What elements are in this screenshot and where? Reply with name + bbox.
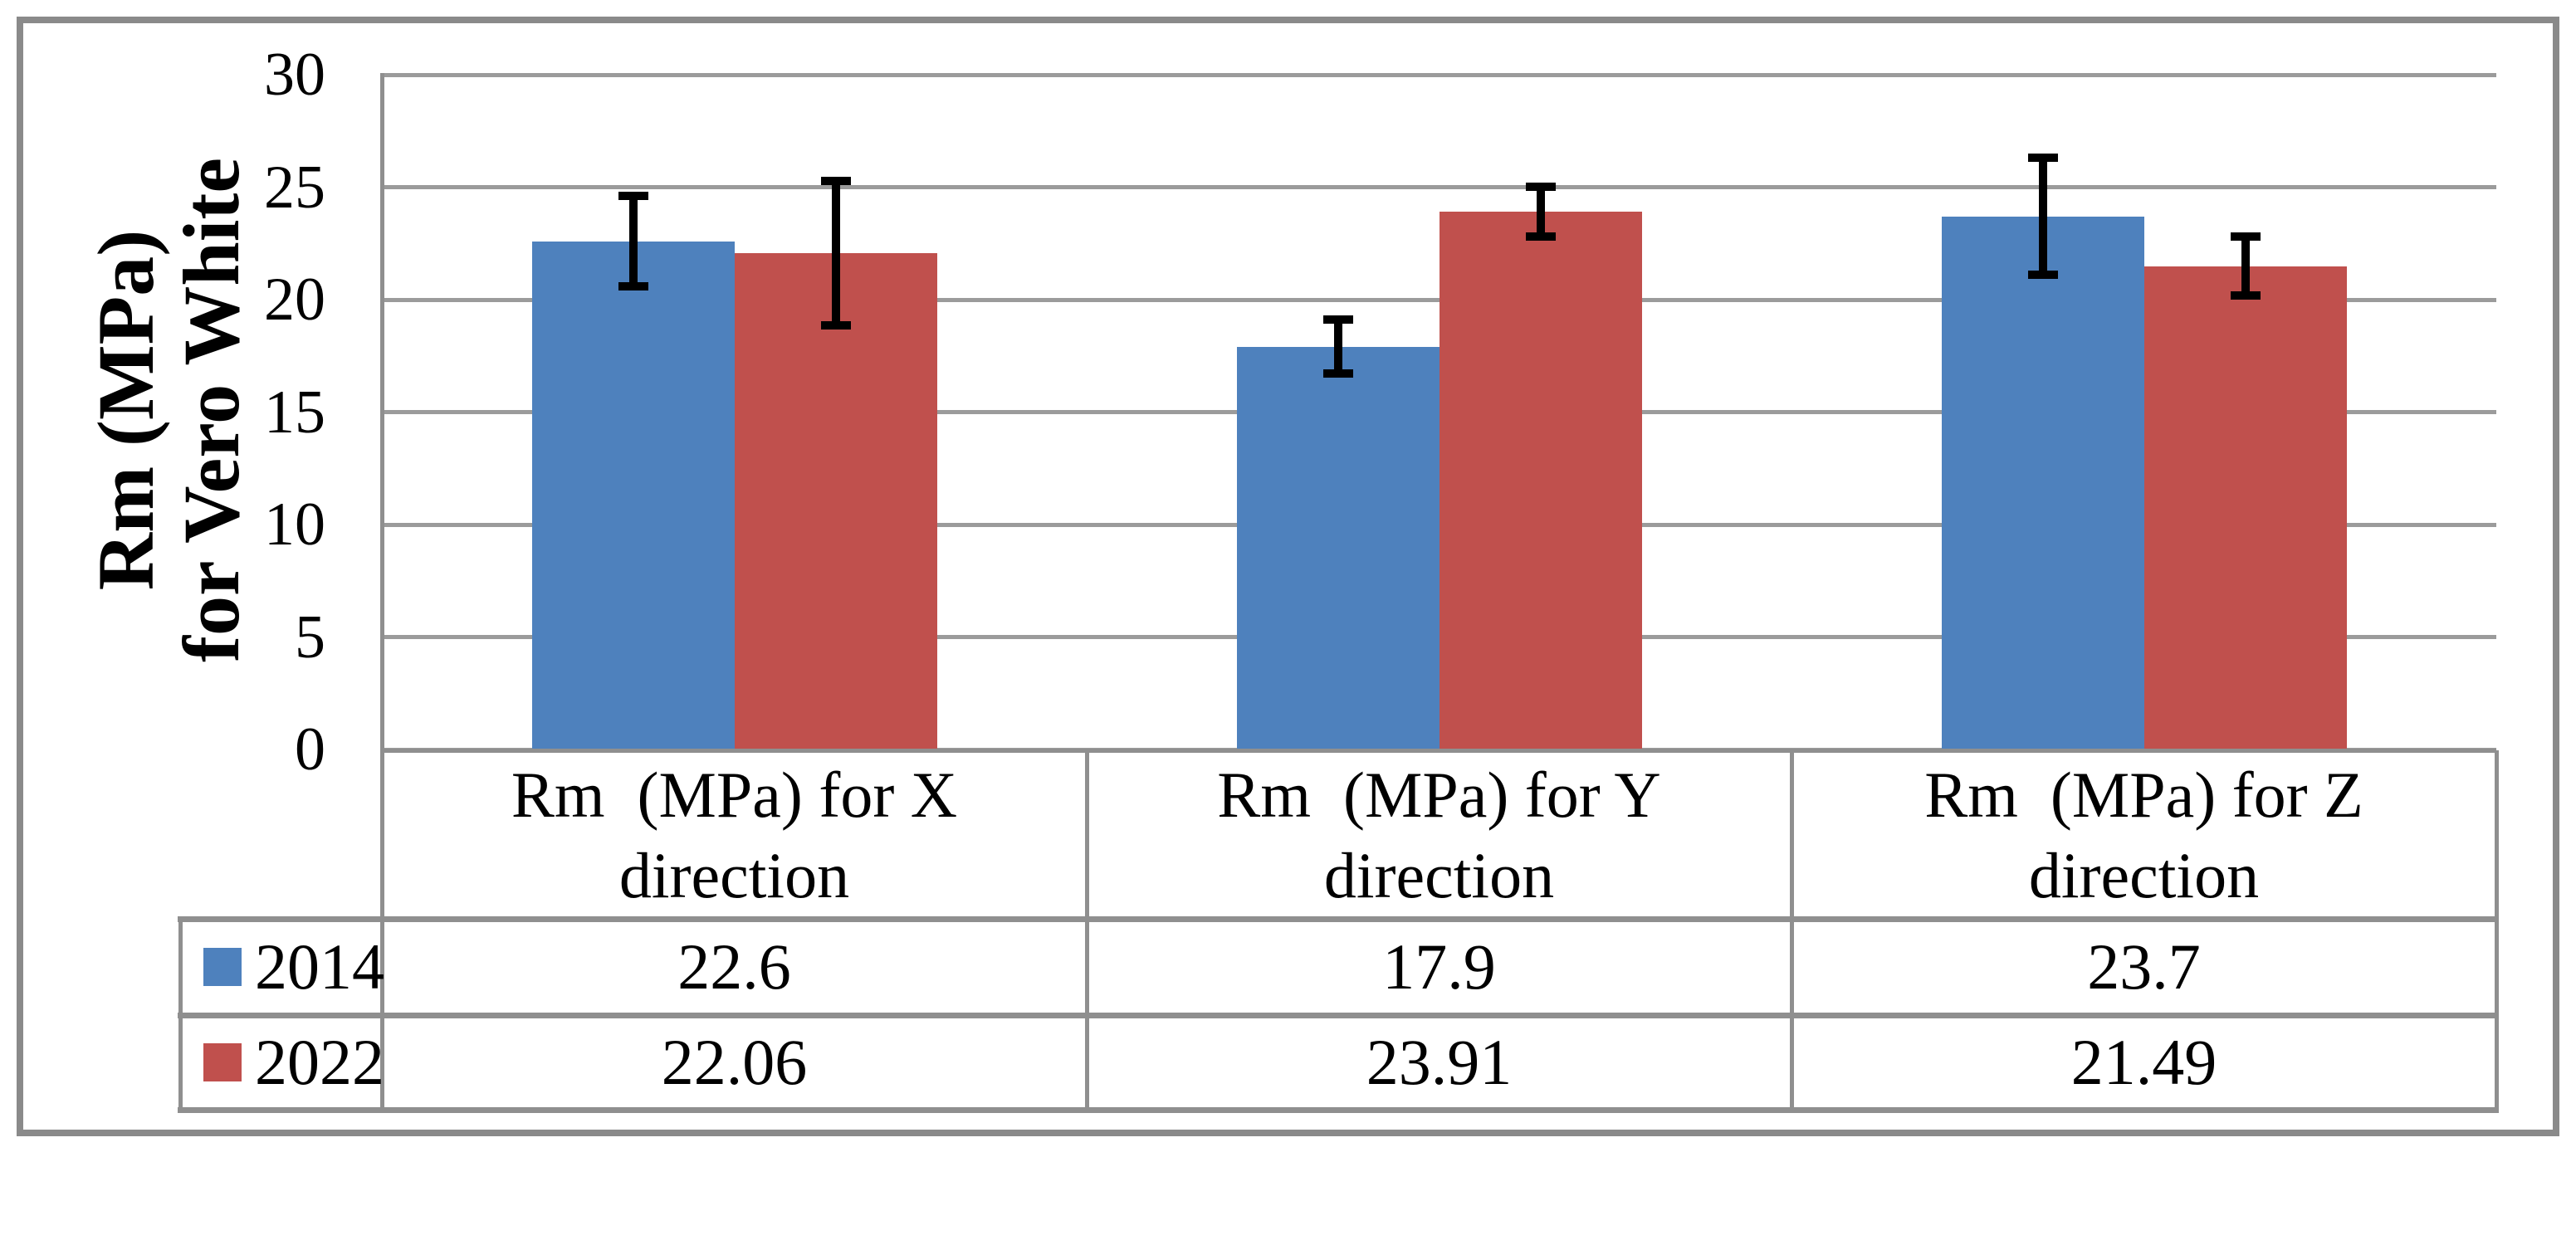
legend-label-2014: 2014	[255, 930, 384, 1003]
table-column-border-3	[2494, 750, 2499, 1110]
y-tick-label-15: 15	[264, 378, 325, 447]
error-bar-cap-top-2014-group1	[618, 192, 648, 201]
error-bar-cap-top-2022-group3	[2230, 232, 2261, 242]
legend-cell-2014: 2014	[180, 919, 384, 1015]
value-cell-2022-group3: 21.49	[2070, 1026, 2217, 1098]
y-tick-label-5: 5	[295, 603, 325, 671]
legend-label-2022: 2022	[255, 1026, 384, 1098]
legend-swatch-2014	[203, 948, 242, 986]
table-row-border-1	[178, 915, 2499, 922]
legend-cell-2022: 2022	[180, 1015, 384, 1110]
bar-2014-group1	[531, 241, 735, 749]
error-bar-cap-bottom-2022-group1	[820, 320, 851, 330]
bar-2014-group2	[1236, 346, 1440, 749]
value-cell-2014-group2: 17.9	[1382, 930, 1496, 1003]
error-bar-cap-top-2014-group3	[2027, 154, 2058, 163]
value-cell-2022-group2: 23.91	[1366, 1026, 1513, 1098]
legend-swatch-2022	[203, 1043, 242, 1081]
y-tick-label-10: 10	[264, 491, 325, 559]
table-column-border-2	[1789, 750, 1794, 1110]
bar-2022-group1	[734, 253, 937, 749]
table-legend-left-border	[178, 919, 183, 1110]
gridline-y30	[382, 72, 2496, 77]
error-bar-2014-group2	[1333, 320, 1342, 374]
error-bar-cap-bottom-2014-group1	[618, 281, 648, 290]
error-bar-cap-bottom-2022-group2	[1525, 232, 1556, 241]
x-axis-line	[382, 748, 2496, 753]
bar-2022-group2	[1439, 212, 1642, 749]
y-tick-label-0: 0	[295, 715, 325, 784]
bar-2014-group3	[1941, 216, 2144, 749]
error-bar-cap-top-2022-group1	[820, 177, 851, 186]
gridline-y25	[382, 185, 2496, 189]
error-bar-2014-group3	[2038, 158, 2047, 276]
category-header-cell-2: Rm (MPa) for Y direction	[1217, 758, 1661, 911]
y-tick-label-25: 25	[264, 153, 325, 222]
bar-2022-group3	[2143, 266, 2347, 749]
error-bar-cap-bottom-2014-group3	[2027, 271, 2058, 280]
y-tick-label-20: 20	[264, 266, 325, 334]
table-row-border-2	[178, 1012, 2499, 1018]
y-tick-label-30: 30	[264, 41, 325, 109]
error-bar-cap-top-2014-group2	[1322, 315, 1353, 325]
value-cell-2014-group1: 22.6	[677, 930, 791, 1003]
table-column-border-1	[1084, 750, 1089, 1110]
value-cell-2014-group3: 23.7	[2087, 930, 2201, 1003]
error-bar-2022-group1	[831, 181, 840, 325]
error-bar-cap-bottom-2014-group2	[1322, 369, 1353, 378]
error-bar-2022-group2	[1536, 187, 1545, 237]
error-bar-cap-top-2022-group2	[1525, 183, 1556, 192]
error-bar-2014-group1	[628, 196, 638, 286]
error-bar-cap-bottom-2022-group3	[2230, 290, 2261, 300]
chart-figure: Rm (MPa) for Vero White 0 5 10 15 20 25 30 Rm (…	[17, 17, 2559, 1136]
value-cell-2022-group1: 22.06	[661, 1026, 808, 1098]
table-row-border-3	[178, 1106, 2499, 1113]
category-header-cell-3: Rm (MPa) for Z direction	[1924, 758, 2363, 911]
error-bar-2022-group3	[2241, 237, 2250, 295]
y-axis-line	[379, 72, 384, 1112]
category-header-cell-1: Rm (MPa) for X direction	[511, 758, 958, 911]
